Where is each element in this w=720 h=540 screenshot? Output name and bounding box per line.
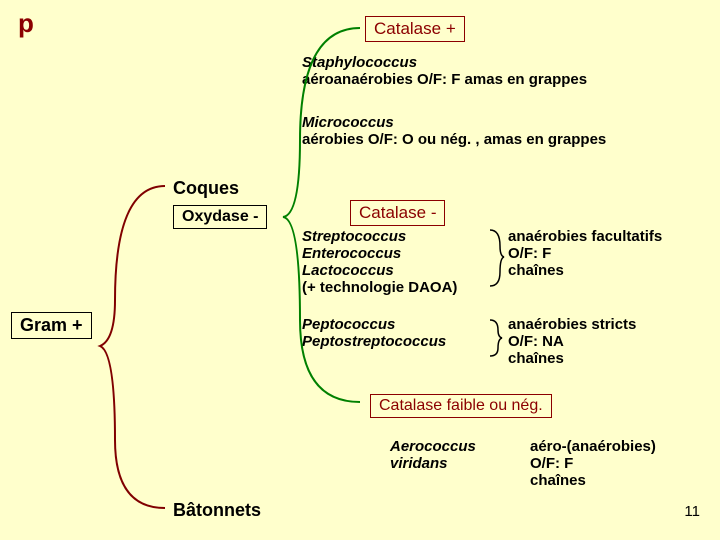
aero-props: aéro-(anaérobies) O/F: F chaînes [530,438,656,489]
gram-bracket [95,180,170,520]
pepto-prop1: anaérobies stricts [508,316,636,333]
strep-prop3: chaînes [508,262,662,279]
strep-prop1: anaérobies facultatifs [508,228,662,245]
aero-prop3: chaînes [530,472,656,489]
page-number: 11 [684,503,700,520]
catalase-plus-box: Catalase + [365,16,465,42]
pepto-prop3: chaînes [508,350,636,367]
catalase-faible-box: Catalase faible ou nég. [370,394,552,418]
pepto-brace [486,318,506,360]
aero-prop2: O/F: F [530,455,656,472]
aero-name: Aerococcus [390,438,476,455]
oxydase-box: Oxydase - [173,205,267,229]
aero-species: viridans [390,455,476,472]
coques-label: Coques [173,178,239,199]
pepto-prop2: O/F: NA [508,333,636,350]
strep-prop2: O/F: F [508,245,662,262]
pepto-props: anaérobies stricts O/F: NA chaînes [508,316,636,367]
aero-group: Aerococcus viridans [390,438,476,472]
aero-prop1: aéro-(anaérobies) [530,438,656,455]
gram-box: Gram + [11,312,92,339]
oxydase-bracket [275,20,365,410]
strep-props: anaérobies facultatifs O/F: F chaînes [508,228,662,279]
strep-brace [486,228,506,288]
marker: p [18,8,34,39]
batonnets-label: Bâtonnets [173,500,261,521]
